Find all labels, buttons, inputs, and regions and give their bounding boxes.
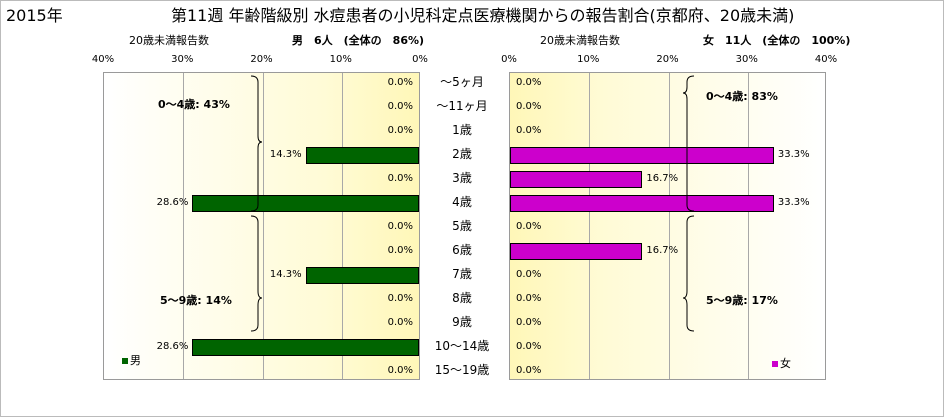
age-category-label: 5歳 [452, 219, 472, 233]
male-bracket-0-4 [250, 75, 263, 212]
female-bar [510, 242, 643, 260]
male-value-label: 0.0% [387, 77, 413, 88]
female-axis-title: 20歳未満報告数 [540, 34, 620, 47]
male-bar [192, 194, 419, 212]
female-legend-label: 女 [780, 357, 791, 370]
age-category-label: ～5ヶ月 [440, 75, 484, 89]
age-category-label: 8歳 [452, 291, 472, 305]
male-bracket-5-9 [250, 215, 263, 332]
female-bar [510, 194, 774, 212]
female-legend: 女 [772, 355, 791, 371]
chart-title: 第11週 年齢階級別 水痘患者の小児科定点医療機関からの報告割合(京都府、20歳… [171, 6, 795, 25]
male-panel-label: 男 6人 (全体の 86%) [292, 34, 425, 47]
female-x-tick: 30% [735, 54, 758, 65]
female-value-label: 0.0% [516, 365, 542, 376]
age-category-label: 9歳 [452, 315, 472, 329]
male-value-label: 0.0% [387, 125, 413, 136]
female-value-label: 33.3% [777, 149, 810, 160]
male-legend-swatch [122, 358, 128, 364]
male-axis-title: 20歳未満報告数 [129, 34, 209, 47]
female-bracket-5-9 [682, 215, 695, 332]
age-category-label: 2歳 [452, 147, 472, 161]
male-value-label: 0.0% [387, 221, 413, 232]
male-plot-area: 0.0% 0.0% 0.0% 14.3% 0.0% 28.6% 0.0% 0.0% 14.3% 0… [103, 72, 420, 380]
age-category-label: 4歳 [452, 195, 472, 209]
female-gridline [668, 73, 670, 379]
female-5-9-summary: 5～9歳: 17% [706, 294, 778, 307]
male-value-label: 0.0% [387, 317, 413, 328]
age-category-label: 6歳 [452, 243, 472, 257]
female-bar [510, 170, 643, 188]
female-value-label: 0.0% [516, 317, 542, 328]
male-value-label: 0.0% [387, 245, 413, 256]
male-value-label: 14.3% [269, 269, 302, 280]
male-value-label: 28.6% [156, 197, 189, 208]
male-x-tick: 20% [250, 54, 273, 65]
male-legend: 男 [122, 352, 141, 368]
female-value-label: 16.7% [646, 173, 679, 184]
male-5-9-summary: 5～9歳: 14% [160, 294, 232, 307]
female-value-label: 0.0% [516, 293, 542, 304]
male-value-label: 0.0% [387, 101, 413, 112]
female-value-label: 0.0% [516, 77, 542, 88]
female-x-tick: 40% [814, 54, 838, 65]
age-category-label: 3歳 [452, 171, 472, 185]
age-category-label: 1歳 [452, 123, 472, 137]
male-value-label: 28.6% [156, 341, 189, 352]
female-value-label: 16.7% [646, 245, 679, 256]
male-legend-label: 男 [130, 354, 141, 367]
year-label: 2015年 [6, 6, 63, 25]
male-x-tick: 0% [412, 54, 428, 65]
male-value-label: 0.0% [387, 173, 413, 184]
male-bar [305, 266, 419, 284]
male-gridline [262, 73, 264, 379]
female-gridline [747, 73, 749, 379]
female-x-tick: 10% [577, 54, 600, 65]
male-x-tick: 40% [91, 54, 115, 65]
male-x-tick: 30% [171, 54, 194, 65]
age-category-label: 15～19歳 [434, 363, 490, 377]
male-gridline [183, 73, 185, 379]
male-bar [192, 338, 419, 356]
age-category-label: 10～14歳 [434, 339, 490, 353]
female-x-tick: 20% [656, 54, 679, 65]
female-value-label: 0.0% [516, 125, 542, 136]
male-0-4-summary: 0～4歳: 43% [158, 98, 230, 111]
female-value-label: 33.3% [777, 197, 810, 208]
female-value-label: 0.0% [516, 269, 542, 280]
female-gridline [589, 73, 591, 379]
age-category-label: ～11ヶ月 [436, 99, 488, 113]
female-0-4-summary: 0～4歳: 83% [706, 90, 778, 103]
female-value-label: 0.0% [516, 221, 542, 232]
male-value-label: 14.3% [269, 149, 302, 160]
female-bar [510, 146, 774, 164]
female-value-label: 0.0% [516, 341, 542, 352]
female-panel-label: 女 11人 (全体の 100%) [703, 34, 851, 47]
female-x-tick: 0% [501, 54, 517, 65]
age-category-label: 7歳 [452, 267, 472, 281]
female-value-label: 0.0% [516, 101, 542, 112]
male-value-label: 0.0% [387, 293, 413, 304]
male-x-tick: 10% [329, 54, 352, 65]
female-plot-area: 0.0% 0.0% 0.0% 33.3% 16.7% 33.3% 0.0% 16.7% 0.0%… [509, 72, 826, 380]
female-bracket-0-4 [682, 75, 695, 212]
male-gridline [341, 73, 343, 379]
male-bar [305, 146, 419, 164]
female-legend-swatch [772, 361, 778, 367]
male-value-label: 0.0% [387, 365, 413, 376]
